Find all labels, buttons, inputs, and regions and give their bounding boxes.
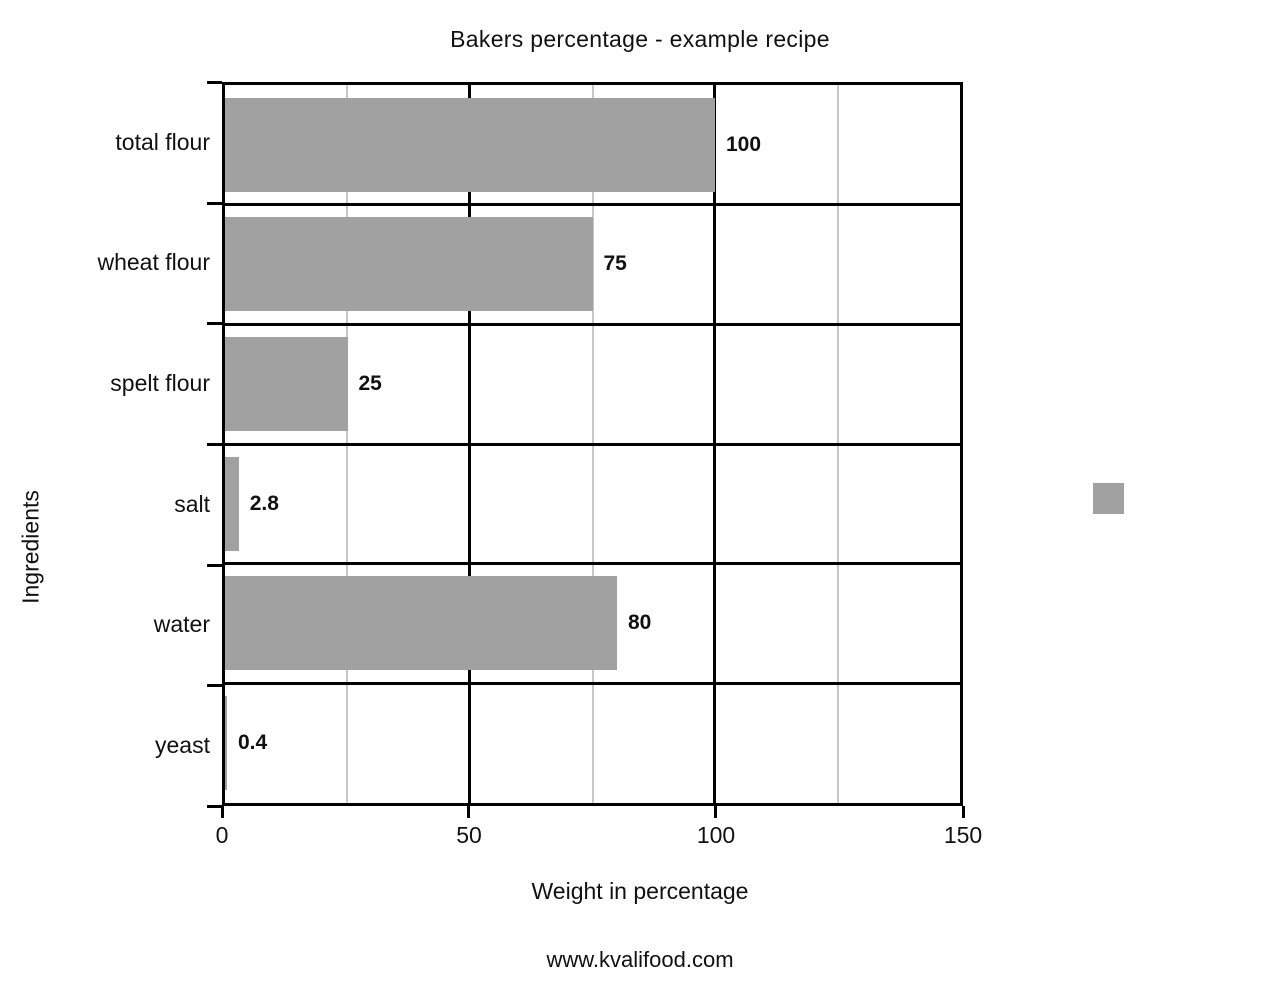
bar-value-label: 75 (603, 252, 627, 276)
bar-value-label: 100 (725, 132, 762, 156)
bar-value-label: 0.4 (237, 731, 268, 755)
bar-value-label: 2.8 (249, 491, 279, 515)
bar-value-label: 80 (627, 611, 652, 635)
x-tick-label: 150 (943, 822, 983, 848)
x-axis: 0 50 100 150 (216, 806, 982, 866)
plot-area: 100 75 25 2.8 80 0.4 (222, 82, 963, 806)
bar (225, 97, 715, 192)
y-axis-category-labels: total flour wheat flour spelt flour salt wat… (0, 82, 210, 806)
x-tick-label: 0 (215, 822, 229, 848)
x-axis-tick (714, 806, 718, 818)
x-axis-tick (467, 806, 471, 818)
bar-row: 80 (225, 564, 960, 684)
category-label: spelt flour (110, 370, 210, 397)
band-separator-line (225, 203, 960, 207)
bar-value-label: 25 (358, 372, 382, 396)
x-axis-tick (961, 806, 965, 818)
bar-row: 25 (225, 324, 960, 444)
category-label: total flour (115, 128, 210, 155)
y-axis-tick (207, 805, 222, 808)
y-axis-tick (207, 684, 222, 687)
y-axis-tick (207, 81, 222, 84)
y-axis-tick (207, 322, 222, 325)
y-axis-tick (207, 564, 222, 567)
bar (225, 696, 227, 791)
x-axis-label: Weight in percentage (531, 878, 749, 904)
legend (1093, 483, 1124, 514)
category-label: yeast (155, 732, 210, 759)
category-label: water (153, 611, 210, 638)
bar (225, 456, 239, 551)
y-axis-tick (207, 202, 222, 205)
bar (225, 576, 617, 671)
band-separator-line (225, 562, 960, 566)
band-separator-line (225, 322, 960, 326)
bar (225, 337, 348, 432)
legend-swatch-icon (1093, 483, 1124, 514)
x-tick-label: 50 (456, 822, 482, 848)
chart-title: Bakers percentage - example recipe (450, 26, 830, 52)
bar (225, 217, 593, 312)
x-axis-tick (220, 806, 224, 818)
category-label: wheat flour (97, 249, 210, 276)
bar-row: 100 (225, 85, 960, 205)
band-separator-line (225, 442, 960, 446)
bar-row: 75 (225, 205, 960, 325)
x-tick-label: 100 (696, 822, 736, 848)
y-axis-tick (207, 443, 222, 446)
band-separator-line (225, 681, 960, 685)
bar-row: 0.4 (225, 683, 960, 803)
category-label: salt (174, 490, 210, 517)
bar-row: 2.8 (225, 444, 960, 564)
footer-link: www.kvalifood.com (546, 947, 734, 972)
